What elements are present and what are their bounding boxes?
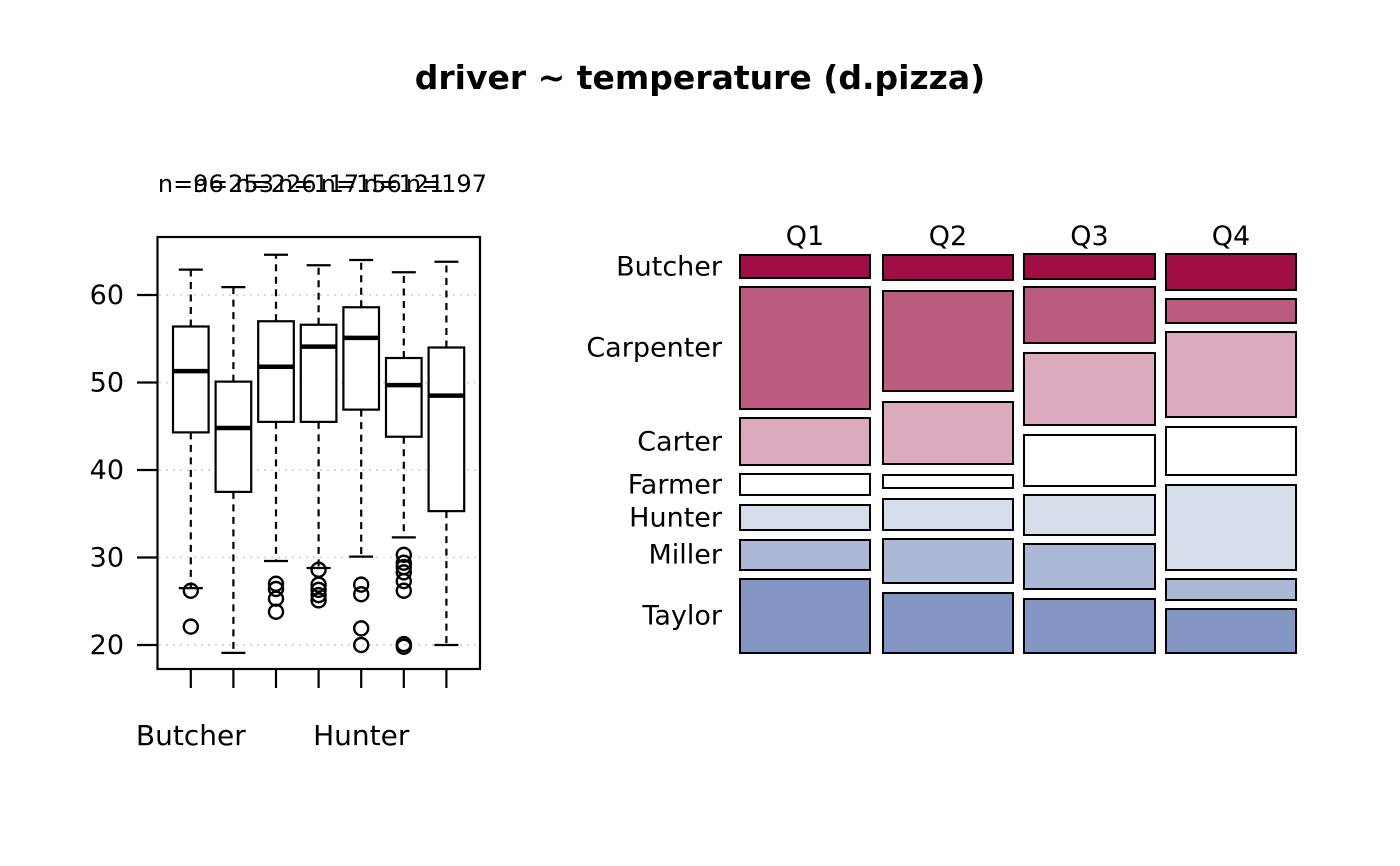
mosaic-cell-q1-hunter [739,504,871,531]
mosaic-col-header-q1: Q1 [785,221,825,252]
n-count-label: n=156 [321,170,402,198]
n-count-label: n=121 [363,170,444,198]
x-axis-label: Hunter [313,719,410,752]
y-tick-label: 40 [90,455,124,486]
outlier-point [353,576,370,593]
mosaic-cell-q4-butcher [1165,253,1297,291]
mosaic-cell-q1-taylor [739,578,871,654]
mosaic-cell-q4-miller [1165,578,1297,601]
n-count-label: n=197 [406,170,487,198]
mosaic-cell-q4-hunter [1165,484,1297,571]
mosaic-cell-q3-miller [1023,543,1156,590]
mosaic-cell-q1-carter [739,417,871,466]
mosaic-cell-q1-farmer [739,473,871,496]
outlier-point [182,582,200,599]
box-hunter [342,306,381,411]
y-tick-label: 20 [90,630,124,661]
mosaic-cell-q3-taylor [1023,598,1156,654]
mosaic-cell-q2-taylor [882,592,1014,654]
mosaic-cell-q4-carpenter [1165,298,1297,324]
outlier-point [182,618,200,635]
mosaic-cell-q1-carpenter [739,286,871,410]
box-farmer [299,323,338,423]
mosaic-col-header-q2: Q2 [928,221,968,252]
mosaic-row-label-carpenter: Carpenter [586,332,722,364]
box-miller [384,356,423,438]
mosaic-col-header-q3: Q3 [1070,221,1109,252]
outlier-point [395,554,412,571]
mosaic-cell-q4-carter [1165,331,1297,418]
mosaic-cell-q2-carpenter [882,290,1014,392]
mosaic-cell-q3-hunter [1023,494,1156,536]
y-tick-label: 30 [90,543,124,574]
mosaic-cell-q4-farmer [1165,426,1297,476]
mosaic-row-label-farmer: Farmer [627,469,722,500]
mosaic-cell-q2-miller [882,538,1014,584]
mosaic-row-label-butcher: Butcher [616,251,722,282]
y-tick-label: 50 [90,368,124,399]
box-taylor [427,346,466,513]
outlier-point [310,586,327,604]
x-axis-label: Butcher [136,719,246,752]
outlier-point [395,572,412,590]
mosaic-cell-q2-farmer [882,474,1014,489]
n-count-label: n=226 [235,170,316,198]
outlier-point [395,546,412,564]
mosaic-cell-q3-carter [1023,352,1156,426]
mosaic-col-header-q4: Q4 [1211,221,1251,252]
outlier-point [310,592,327,609]
mosaic-cell-q1-butcher [739,254,871,279]
mosaic-cell-q2-butcher [882,254,1014,281]
mosaic-cell-q2-carter [882,401,1014,465]
n-count-label: n=253 [193,170,274,198]
mosaic-row-label-hunter: Hunter [629,502,722,533]
box-carter [257,320,295,423]
box-carpenter [214,380,253,493]
outlier-point [395,638,412,655]
mosaic-cell-q3-farmer [1023,434,1156,487]
mosaic-cell-q3-butcher [1023,253,1156,280]
outlier-point [267,580,285,598]
mosaic-cell-q2-hunter [882,498,1014,531]
y-tick-label: 60 [90,280,124,311]
n-count-label: n=117 [278,170,359,198]
box-butcher [171,325,210,434]
outlier-point [267,603,285,620]
outlier-point [353,636,370,654]
mosaic-row-label-taylor: Taylor [642,600,722,632]
chart-title: driver ~ temperature (d.pizza) [414,58,986,97]
outlier-point [310,581,327,599]
mosaic-cell-q3-carpenter [1023,286,1156,344]
mosaic-cell-q4-taylor [1165,608,1297,654]
mosaic-row-label-miller: Miller [648,539,722,571]
outlier-point [395,564,412,581]
n-count-label: n=96 [158,170,224,198]
outlier-point [353,586,370,603]
outlier-point [310,576,327,593]
outlier-point [353,620,370,637]
mosaic-cell-q1-miller [739,539,871,571]
outlier-point [395,582,412,599]
mosaic-row-label-carter: Carter [637,426,722,457]
